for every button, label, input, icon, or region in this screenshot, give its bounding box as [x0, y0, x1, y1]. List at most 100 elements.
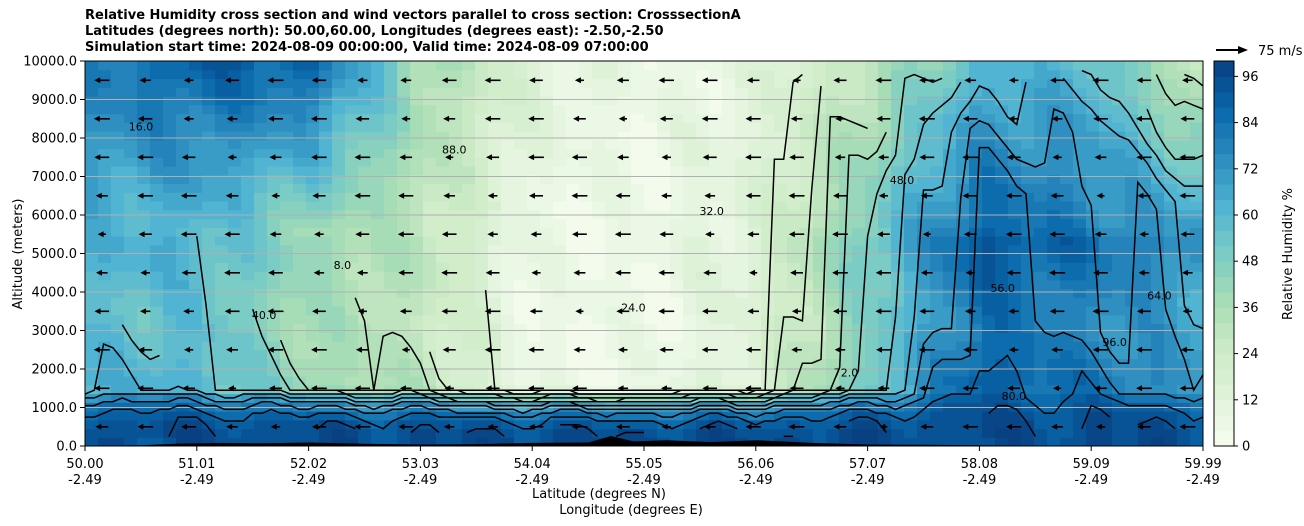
- rh-cell: [1138, 279, 1152, 290]
- wind-vector: [614, 231, 631, 238]
- rh-cell: [618, 61, 632, 71]
- wind-vector: [835, 385, 845, 392]
- colorbar-tick-label: 60: [1242, 209, 1259, 224]
- rh-cell: [566, 349, 580, 360]
- rh-cell: [735, 122, 749, 132]
- rh-cell: [566, 122, 580, 132]
- rh-cell: [280, 131, 294, 141]
- rh-cell: [1099, 411, 1113, 421]
- rh-cell: [982, 183, 996, 193]
- rh-cell: [956, 323, 970, 333]
- wind-vector: [876, 115, 891, 122]
- rh-cell: [306, 192, 320, 202]
- rh-cell: [917, 262, 931, 272]
- rh-cell: [930, 148, 944, 158]
- rh-cell: [670, 69, 684, 80]
- rh-cell: [228, 428, 242, 438]
- rh-cell: [345, 96, 359, 106]
- rh-cell: [163, 96, 177, 106]
- rh-cell: [774, 428, 788, 438]
- rh-cell: [514, 358, 528, 368]
- rh-cell: [358, 297, 372, 307]
- rh-cell: [1021, 349, 1035, 360]
- rh-cell: [1047, 122, 1061, 132]
- rh-cell: [1060, 244, 1074, 255]
- rh-cell: [111, 323, 125, 333]
- rh-cell: [995, 166, 1009, 176]
- rh-cell: [1086, 323, 1100, 333]
- rh-cell: [1086, 236, 1100, 246]
- rh-cell: [85, 428, 99, 438]
- rh-cell: [475, 69, 489, 80]
- wind-vector: [919, 154, 935, 161]
- rh-cell: [241, 297, 255, 307]
- wind-vector: [224, 231, 240, 238]
- rh-cell: [1034, 174, 1048, 185]
- rh-cell: [202, 113, 216, 123]
- rh-cell: [293, 306, 307, 316]
- rh-cell: [904, 78, 918, 88]
- rh-cell: [423, 279, 437, 290]
- wind-vector: [834, 154, 846, 161]
- rh-cell: [709, 349, 723, 360]
- rh-cell: [826, 201, 840, 211]
- rh-cell: [540, 157, 554, 167]
- rh-cell: [774, 174, 788, 185]
- colorbar-band: [1214, 184, 1234, 201]
- rh-cell: [1086, 122, 1100, 132]
- rh-cell: [436, 402, 450, 412]
- rh-cell: [566, 166, 580, 176]
- rh-cell: [1034, 69, 1048, 80]
- rh-cell: [826, 148, 840, 158]
- rh-cell: [631, 69, 645, 80]
- rh-cell: [1073, 411, 1087, 421]
- rh-cell: [254, 349, 268, 360]
- rh-cell: [631, 297, 645, 307]
- rh-cell: [228, 419, 242, 430]
- rh-cell: [124, 244, 138, 255]
- rh-cell: [527, 358, 541, 368]
- rh-cell: [813, 411, 827, 421]
- rh-cell: [566, 376, 580, 386]
- rh-cell: [839, 192, 853, 202]
- rh-cell: [358, 87, 372, 97]
- rh-cell: [1060, 87, 1074, 97]
- chart-title-line-3: Simulation start time: 2024-08-09 00:00:…: [85, 40, 649, 55]
- rh-cell: [449, 174, 463, 185]
- rh-cell: [995, 209, 1009, 220]
- wind-vector: [443, 115, 456, 122]
- rh-cell: [891, 183, 905, 193]
- wind-vector: [357, 77, 368, 84]
- rh-cell: [475, 113, 489, 123]
- wind-vector: [355, 115, 370, 122]
- rh-cell: [670, 201, 684, 211]
- rh-cell: [657, 262, 671, 272]
- rh-cell: [1021, 122, 1035, 132]
- rh-cell: [631, 236, 645, 246]
- rh-cell: [241, 367, 255, 377]
- rh-cell: [241, 113, 255, 123]
- rh-cell: [319, 87, 333, 97]
- rh-cell: [1034, 332, 1048, 342]
- rh-cell: [1177, 402, 1191, 412]
- rh-cell: [1034, 61, 1048, 71]
- rh-cell: [553, 437, 567, 446]
- y-tick-label: 5000.0: [32, 247, 78, 262]
- rh-cell: [163, 131, 177, 141]
- rh-cell: [280, 69, 294, 80]
- rh-cell: [280, 122, 294, 132]
- rh-cell: [1190, 122, 1203, 132]
- rh-cell: [397, 139, 411, 150]
- rh-cell: [124, 131, 138, 141]
- wind-vector: [879, 423, 888, 430]
- rh-cell: [1112, 376, 1126, 386]
- rh-cell: [332, 139, 346, 150]
- colorbar-tick-label: 72: [1242, 162, 1259, 177]
- rh-cell: [475, 166, 489, 176]
- rh-cell: [423, 87, 437, 97]
- rh-cell: [462, 157, 476, 167]
- rh-cell: [579, 323, 593, 333]
- rh-cell: [1099, 253, 1113, 263]
- rh-cell: [1112, 253, 1126, 263]
- rh-cell: [410, 332, 424, 342]
